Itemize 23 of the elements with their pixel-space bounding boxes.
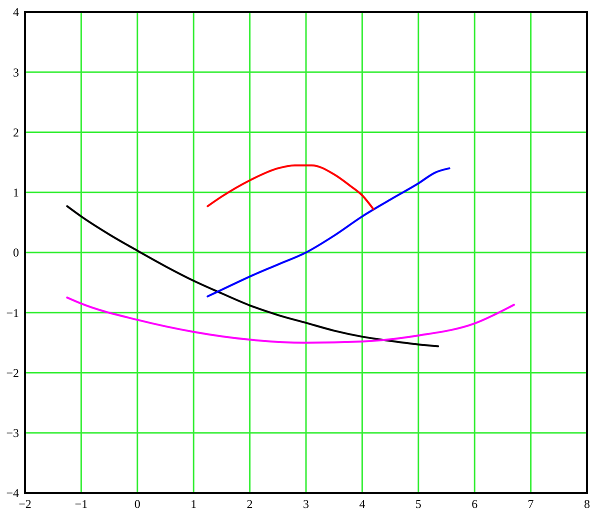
y-tick-label: 4 (13, 5, 19, 20)
line-series (206, 167, 450, 298)
x-tick-label: 6 (472, 497, 478, 511)
x-tick-label: 4 (359, 497, 366, 511)
x-tick-label: 1 (190, 497, 197, 511)
line-series (206, 164, 374, 210)
y-tick-label: 3 (13, 65, 19, 80)
y-tick-label: −4 (6, 486, 19, 500)
x-tick-label: 2 (246, 497, 253, 511)
x-tick-label: 0 (134, 497, 140, 511)
y-tick-label: −3 (6, 426, 19, 440)
line-series (66, 205, 440, 348)
x-tick-label: 7 (528, 497, 534, 511)
x-tick-label: −1 (74, 497, 88, 511)
y-tick-label: 1 (13, 186, 19, 200)
y-tick-label: −2 (6, 366, 19, 380)
x-tick-label: 8 (584, 497, 590, 511)
y-tick-label: −1 (6, 306, 19, 320)
y-tick-label: 0 (13, 246, 19, 260)
y-tick-label: 2 (13, 125, 19, 140)
x-tick-label: 3 (303, 497, 309, 511)
x-tick-label: 5 (415, 497, 422, 511)
line-series (66, 296, 515, 344)
